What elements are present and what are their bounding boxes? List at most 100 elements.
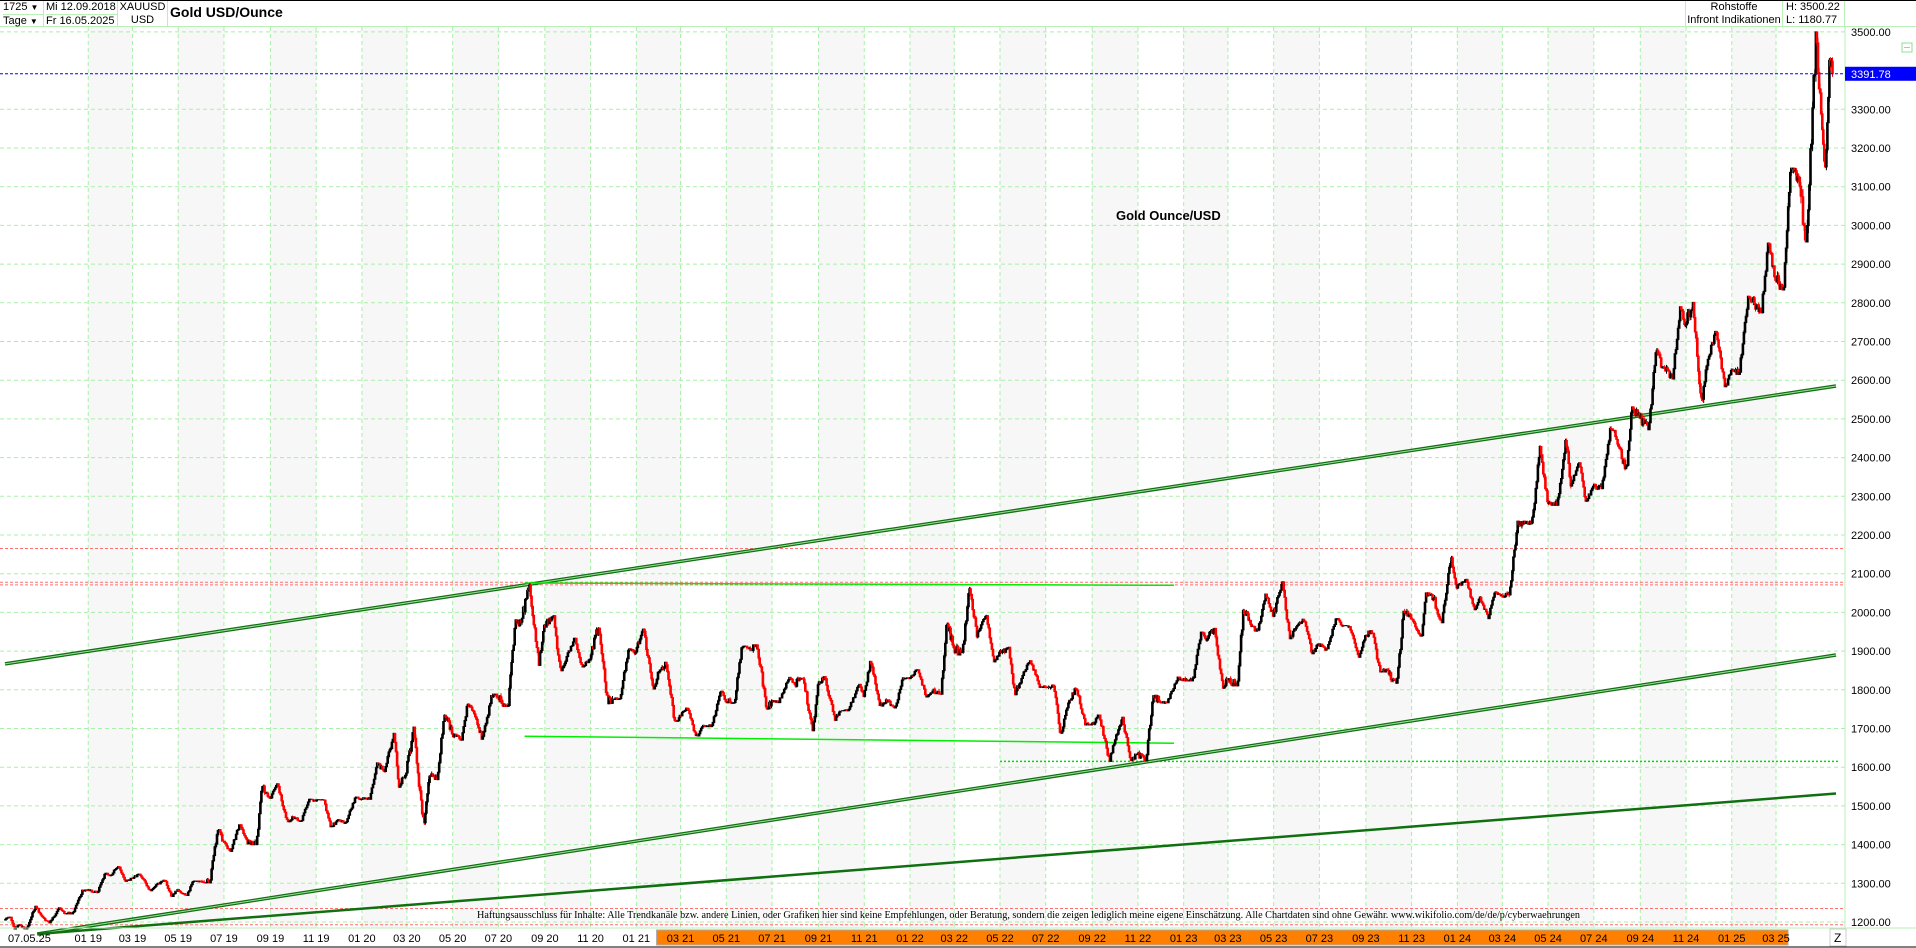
candle <box>1703 381 1707 388</box>
currency: USD <box>130 14 155 26</box>
candle <box>941 670 945 681</box>
candle <box>1604 458 1608 469</box>
shaded-band <box>999 27 1046 928</box>
candle <box>1176 676 1180 682</box>
price-tick-label: 2300.00 <box>1851 491 1891 503</box>
candle <box>511 649 514 663</box>
candle <box>691 719 694 726</box>
trend-line-inner <box>4 385 1837 665</box>
trend-line <box>37 792 1837 936</box>
candle <box>621 680 625 689</box>
candle <box>534 627 538 642</box>
candle <box>238 824 241 831</box>
candle <box>258 813 261 830</box>
candle <box>971 598 974 611</box>
candle <box>1380 671 1383 673</box>
bars-count-dropdown[interactable]: 1725 ▼ <box>3 1 43 15</box>
time-tick-label: 09 22 <box>1078 933 1106 945</box>
last-price-badge <box>1845 66 1916 81</box>
candle <box>1446 583 1449 596</box>
time-axis[interactable]: 07.05.25 01 19 03 19 05 19 07 19 09 19 11 19 01… <box>8 929 1790 946</box>
shaded-bands <box>88 27 1777 928</box>
candle <box>231 843 235 850</box>
price-tick-label: 3200.00 <box>1851 143 1891 155</box>
candle <box>1812 73 1815 110</box>
z-button[interactable] <box>1829 928 1847 947</box>
time-tick-label: 09 19 <box>257 933 285 945</box>
candle <box>763 687 767 698</box>
price-tick-label: 1900.00 <box>1851 646 1891 658</box>
candle <box>1568 462 1571 479</box>
candle <box>744 645 746 647</box>
time-tick-label: 11 22 <box>1125 933 1152 945</box>
low-value: L: 1180.77 <box>1786 14 1838 26</box>
price-tick-label: 1500.00 <box>1851 801 1891 813</box>
candle <box>1572 474 1576 482</box>
time-tick-label: 01 22 <box>896 933 924 945</box>
time-tick-label: 07.05.25 <box>8 933 51 945</box>
candle <box>1220 672 1224 682</box>
collapse-icon[interactable] <box>1901 42 1913 53</box>
category: Rohstoffe <box>1710 1 1758 13</box>
candle <box>553 615 557 629</box>
data-source: Infront Indikationen <box>1687 14 1781 26</box>
candle <box>1673 353 1677 370</box>
candle <box>1816 37 1820 74</box>
period-dropdown[interactable]: Tage ▼ <box>3 15 43 28</box>
time-tick-label: 09 24 <box>1627 933 1655 945</box>
symbol: XAUUSD <box>119 1 166 13</box>
price-tick-label: 2800.00 <box>1851 298 1891 310</box>
price-tick-label: 2100.00 <box>1851 569 1891 581</box>
candle <box>761 671 765 688</box>
price-tick-label: 2400.00 <box>1851 453 1891 465</box>
time-tick-label: 01 23 <box>1170 933 1198 945</box>
price-tick-label: 3100.00 <box>1851 182 1891 194</box>
shaded-band <box>270 27 317 928</box>
candle <box>260 790 263 804</box>
candle <box>284 811 288 818</box>
candle <box>1536 462 1540 484</box>
time-tick-label: 03 21 <box>667 933 695 945</box>
candle <box>1331 628 1334 637</box>
bars-count: 1725 <box>3 1 28 13</box>
time-axis-highlight <box>656 929 1789 946</box>
time-tick-label: 05 21 <box>713 933 741 945</box>
candle <box>991 648 995 657</box>
candle <box>815 695 819 706</box>
candle <box>1561 468 1564 480</box>
last-price-label: 3391.78 <box>1851 69 1891 81</box>
candle <box>1783 261 1787 289</box>
candle <box>1062 718 1066 729</box>
candle <box>1808 182 1811 212</box>
candle <box>29 919 32 924</box>
candle <box>1534 487 1538 505</box>
candle <box>442 721 445 736</box>
price-tick-label: 3500.00 <box>1851 27 1891 39</box>
candle <box>656 671 660 681</box>
candle <box>1122 716 1125 726</box>
triangle-down-icon: ▼ <box>29 17 38 26</box>
candle <box>526 587 529 600</box>
candle <box>1727 374 1731 380</box>
candle <box>736 676 739 693</box>
shaded-band <box>636 27 681 928</box>
candle <box>572 637 576 643</box>
candle <box>1010 663 1014 675</box>
disclaimer-text: Haftungsausschluss für Inhalte: Alle Tre… <box>477 910 1580 921</box>
time-tick-label: 01 20 <box>348 933 376 945</box>
candle <box>1061 726 1065 733</box>
candle <box>261 786 264 793</box>
time-tick-label: 05 20 <box>439 933 467 945</box>
time-tick-label: 03 23 <box>1214 933 1242 945</box>
price-axis[interactable]: 1200.00 1300.00 1400.00 1500.00 1600.00 1700.… <box>1851 27 1891 929</box>
candle <box>1400 637 1403 651</box>
shaded-band <box>726 27 773 928</box>
date-from: Mi 12.09.2018 <box>46 1 117 15</box>
high-low-cell: H: 3500.22 L: 1180.77 <box>1783 1 1845 27</box>
candle <box>448 720 452 732</box>
candle <box>569 645 573 652</box>
price-tick-label: 2900.00 <box>1851 259 1891 271</box>
candle <box>1709 344 1713 355</box>
grid <box>0 27 1845 928</box>
